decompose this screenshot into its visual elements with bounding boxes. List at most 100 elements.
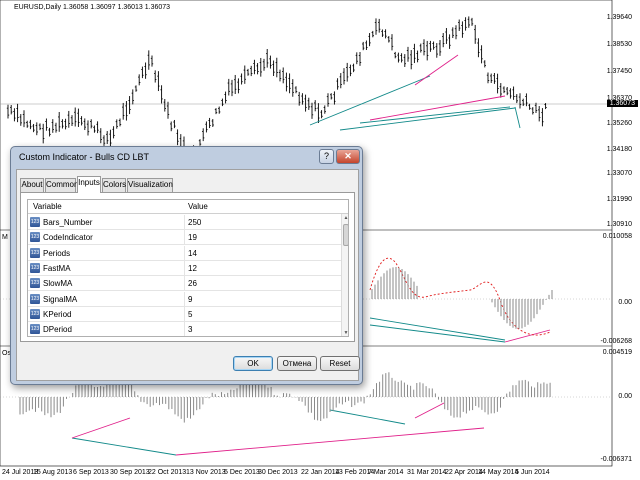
date-tick-label: 31 Mar 2014 (407, 469, 447, 476)
divergence-line (71, 437, 177, 456)
date-tick-label: 13 Nov 2013 (186, 469, 226, 476)
indicator2-level-label: 0.004519 (602, 349, 632, 356)
parameter-row[interactable]: 123 DPeriod 3 (28, 322, 341, 336)
tab-about[interactable]: About (20, 178, 44, 192)
scroll-thumb[interactable] (343, 224, 348, 246)
date-tick-label: 15 Aug 2013 (33, 469, 73, 476)
ok-button[interactable]: OK (233, 356, 273, 371)
grid-header: Variable Value (28, 200, 348, 214)
price-level-label: 1.39640 (606, 14, 632, 21)
close-button[interactable]: ✕ (336, 149, 360, 164)
parameter-name: CodeIndicator (43, 233, 93, 243)
chart-frame (0, 0, 613, 467)
parameter-name: SignalMA (43, 294, 78, 304)
indicator1-level-label: -0.006268 (600, 338, 632, 345)
indicator2-level-label: 0.00 (618, 393, 632, 400)
parameter-value[interactable]: 3 (188, 325, 193, 335)
indicator1-level-label: 0.00 (618, 299, 632, 306)
parameter-name: Bars_Number (43, 218, 93, 227)
parameter-type-icon: 123 (30, 232, 40, 243)
divergence-line (71, 417, 131, 439)
column-separator (184, 215, 185, 230)
grid-scrollbar[interactable]: ▲ ▼ (341, 214, 349, 336)
parameter-value[interactable]: 5 (188, 309, 193, 319)
parameter-row[interactable]: 123 SignalMA 9 (28, 291, 341, 307)
chart-symbol-title: EURUSD,Daily 1.36058 1.36097 1.36013 1.3… (14, 4, 171, 11)
price-level-label: 1.30910 (606, 221, 632, 228)
parameter-type-icon: 123 (30, 217, 40, 227)
divergence-line (359, 106, 511, 124)
indicator2-label: Os (2, 350, 11, 357)
date-tick-label: 24 Jul 2013 (2, 469, 39, 476)
column-separator (184, 260, 185, 276)
parameter-name: FastMA (43, 263, 71, 273)
date-tick-label: 13 Feb 2014 (335, 469, 375, 476)
divergence-line (309, 75, 431, 126)
parameter-name: Periods (43, 248, 71, 258)
tab-colors[interactable]: Colors (102, 178, 126, 192)
divergence-line (414, 402, 445, 419)
scroll-up-icon[interactable]: ▲ (343, 215, 349, 221)
parameter-type-icon: 123 (30, 278, 40, 289)
parameter-type-icon: 123 (30, 324, 40, 335)
date-tick-label: 22 Oct 2013 (148, 469, 187, 476)
parameter-row[interactable]: 123 FastMA 12 (28, 260, 341, 276)
reset-button[interactable]: Reset (320, 356, 360, 371)
custom-indicator-dialog: Custom Indicator - Bulls CD LBT ? ✕ Abou… (10, 146, 363, 385)
divergence-line (414, 54, 459, 86)
inputs-panel: Variable Value 123 Bars_Number 250 123 CodeI… (20, 192, 355, 342)
date-tick-label: 5 Dec 2013 (224, 469, 260, 476)
parameter-value[interactable]: 19 (188, 233, 197, 243)
price-level-label: 1.35260 (606, 120, 632, 127)
parameter-row[interactable]: 123 Bars_Number 250 (28, 215, 341, 230)
parameter-row[interactable]: 123 Periods 14 (28, 245, 341, 261)
price-level-label: 1.36370 (606, 95, 632, 102)
dialog-title: Custom Indicator - Bulls CD LBT (19, 152, 150, 162)
cancel-button[interactable]: Отмена (277, 356, 317, 371)
indicator1-label: M (2, 234, 8, 241)
divergence-line (329, 409, 406, 425)
price-level-label: 1.37450 (606, 68, 632, 75)
help-button[interactable]: ? (319, 149, 334, 164)
column-value[interactable]: Value (188, 202, 208, 211)
tab-inputs[interactable]: Inputs (77, 176, 101, 193)
indicator1-level-label: 0.010058 (602, 233, 632, 240)
column-variable[interactable]: Variable (33, 202, 62, 211)
date-tick-label: 22 Jan 2014 (301, 469, 340, 476)
parameter-name: DPeriod (43, 325, 72, 335)
divergence-line (339, 107, 516, 131)
date-tick-label: 5 Jun 2014 (515, 469, 550, 476)
divergence-line (175, 427, 485, 456)
parameter-type-icon: 123 (30, 247, 40, 258)
column-separator (184, 322, 185, 336)
parameter-value[interactable]: 14 (188, 248, 197, 258)
current-price-badge: 1.36073 (606, 100, 638, 107)
parameter-value[interactable]: 26 (188, 279, 197, 289)
dialog-titlebar[interactable]: Custom Indicator - Bulls CD LBT ? ✕ (11, 147, 362, 167)
parameter-name: KPeriod (43, 309, 72, 319)
column-separator (184, 291, 185, 307)
parameter-value[interactable]: 12 (188, 263, 197, 273)
column-separator (184, 245, 185, 261)
tab-common[interactable]: Common (45, 178, 78, 192)
dialog-body: About Common Inputs Colors Visualization… (16, 169, 360, 381)
divergence-line (369, 95, 506, 121)
parameter-name: SlowMA (43, 279, 73, 289)
column-separator (184, 230, 185, 246)
parameter-type-icon: 123 (30, 308, 40, 319)
date-tick-label: 22 Apr 2014 (445, 469, 483, 476)
date-tick-label: 6 Sep 2013 (73, 469, 109, 476)
divergence-line (514, 106, 521, 129)
price-level-label: 1.33070 (606, 170, 632, 177)
parameter-value[interactable]: 9 (188, 294, 193, 304)
price-level-label: 1.38530 (606, 41, 632, 48)
date-tick-label: 7 Mar 2014 (368, 469, 404, 476)
scroll-down-icon[interactable]: ▼ (343, 330, 349, 336)
inputs-grid: Variable Value 123 Bars_Number 250 123 CodeI… (27, 199, 349, 337)
parameter-row[interactable]: 123 CodeIndicator 19 (28, 230, 341, 246)
parameter-row[interactable]: 123 SlowMA 26 (28, 276, 341, 292)
price-level-label: 1.31990 (606, 196, 632, 203)
parameter-row[interactable]: 123 KPeriod 5 (28, 306, 341, 322)
tab-visualization[interactable]: Visualization (127, 178, 173, 192)
parameter-value[interactable]: 250 (188, 218, 202, 227)
